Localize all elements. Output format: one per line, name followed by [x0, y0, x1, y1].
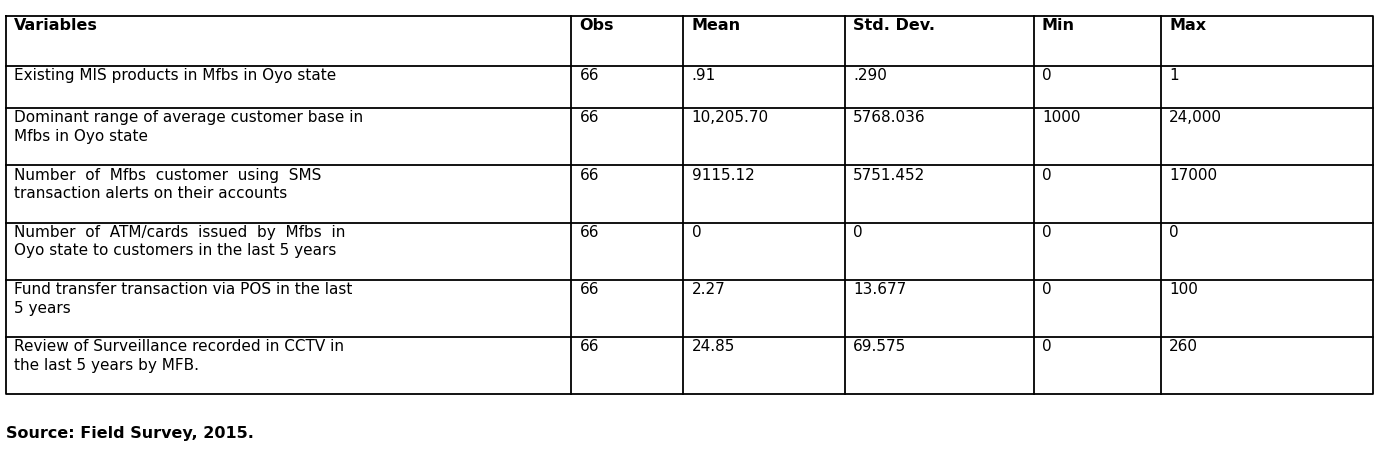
Text: Obs: Obs — [579, 18, 614, 33]
Text: 2.27: 2.27 — [692, 282, 725, 297]
Text: 0: 0 — [1169, 225, 1179, 240]
Text: Variables: Variables — [14, 18, 98, 33]
Text: 260: 260 — [1169, 339, 1198, 354]
Text: 13.677: 13.677 — [854, 282, 906, 297]
Text: Existing MIS products in Mfbs in Oyo state: Existing MIS products in Mfbs in Oyo sta… — [14, 68, 336, 83]
Text: 66: 66 — [579, 110, 598, 125]
Text: Source: Field Survey, 2015.: Source: Field Survey, 2015. — [6, 426, 254, 442]
Text: 100: 100 — [1169, 282, 1198, 297]
Text: 0: 0 — [1041, 339, 1051, 354]
Text: 0: 0 — [854, 225, 863, 240]
Text: 66: 66 — [579, 68, 598, 83]
Text: 66: 66 — [579, 339, 598, 354]
Text: 1000: 1000 — [1041, 110, 1080, 125]
Text: Std. Dev.: Std. Dev. — [854, 18, 935, 33]
Text: Number  of  Mfbs  customer  using  SMS
transaction alerts on their accounts: Number of Mfbs customer using SMS transa… — [14, 167, 321, 201]
Text: 10,205.70: 10,205.70 — [692, 110, 768, 125]
Text: 66: 66 — [579, 225, 598, 240]
Text: 5768.036: 5768.036 — [854, 110, 925, 125]
Text: 24.85: 24.85 — [692, 339, 735, 354]
Text: 0: 0 — [1041, 167, 1051, 183]
Text: 24,000: 24,000 — [1169, 110, 1222, 125]
Text: 1: 1 — [1169, 68, 1179, 83]
Text: Max: Max — [1169, 18, 1207, 33]
Text: 9115.12: 9115.12 — [692, 167, 754, 183]
Text: 0: 0 — [1041, 225, 1051, 240]
Text: Dominant range of average customer base in
Mfbs in Oyo state: Dominant range of average customer base … — [14, 110, 363, 144]
Text: Min: Min — [1041, 18, 1074, 33]
Text: .290: .290 — [854, 68, 887, 83]
Text: 66: 66 — [579, 167, 598, 183]
Text: 66: 66 — [579, 282, 598, 297]
Text: Fund transfer transaction via POS in the last
5 years: Fund transfer transaction via POS in the… — [14, 282, 352, 316]
Text: 69.575: 69.575 — [854, 339, 906, 354]
Text: 0: 0 — [692, 225, 702, 240]
Text: Review of Surveillance recorded in CCTV in
the last 5 years by MFB.: Review of Surveillance recorded in CCTV … — [14, 339, 343, 373]
Text: .91: .91 — [692, 68, 716, 83]
Text: 5751.452: 5751.452 — [854, 167, 925, 183]
Text: Mean: Mean — [692, 18, 741, 33]
Text: 0: 0 — [1041, 68, 1051, 83]
Text: 17000: 17000 — [1169, 167, 1218, 183]
Text: 0: 0 — [1041, 282, 1051, 297]
Bar — [6, 16, 1373, 394]
Text: Number  of  ATM/cards  issued  by  Mfbs  in
Oyo state to customers in the last 5: Number of ATM/cards issued by Mfbs in Oy… — [14, 225, 345, 258]
